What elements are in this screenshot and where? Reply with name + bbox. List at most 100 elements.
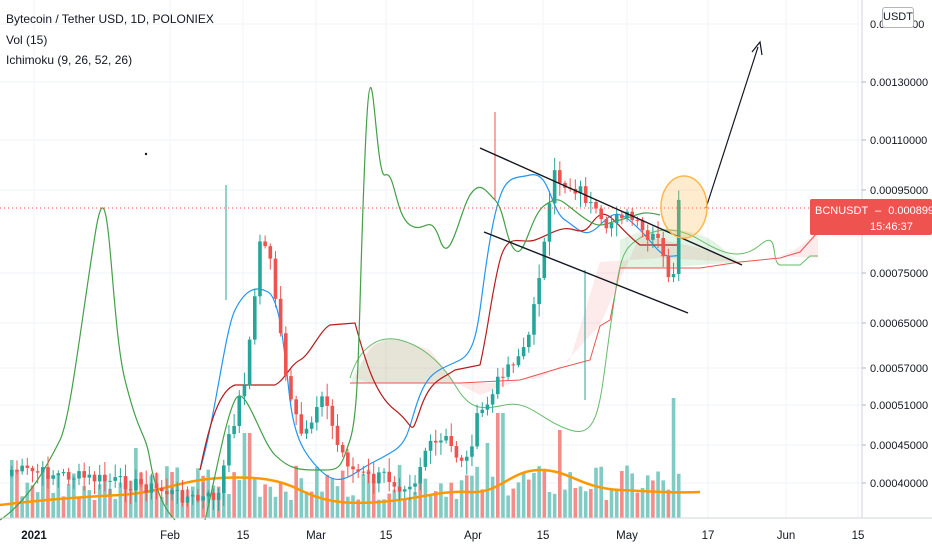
volume-bar (459, 480, 464, 518)
volume-bar (315, 466, 319, 518)
legend-ichimoku[interactable]: Ichimoku (9, 26, 52, 26) (6, 53, 133, 67)
candle-body (558, 170, 562, 183)
candle-body (651, 233, 655, 240)
volume-bar (521, 473, 526, 518)
candle-body (371, 473, 376, 484)
volume-bar (532, 473, 536, 518)
candle-body (320, 396, 324, 408)
candle-body (485, 404, 490, 410)
y-tick-label: 0.00045000 (870, 440, 928, 452)
volume-bar (299, 478, 304, 518)
volume-bar (527, 479, 531, 518)
candle-body (444, 436, 448, 441)
candle-body (284, 333, 288, 377)
volume-bar (268, 486, 273, 518)
volume-bar (609, 488, 614, 518)
volume-bar (309, 491, 314, 518)
candle-body (547, 203, 552, 242)
candle-body (335, 425, 340, 445)
volume-bar (614, 488, 619, 518)
volume-bar (284, 491, 288, 518)
candle-body (180, 489, 185, 503)
legend-symbol[interactable]: Bytecoin / Tether USD, 1D, POLONIEX (6, 12, 214, 26)
candle-body (428, 440, 433, 451)
candle-body (449, 436, 454, 447)
candle-body (459, 457, 464, 461)
volume-bar (20, 496, 24, 518)
y-tick-label: 0.00110000 (870, 135, 927, 147)
candle-body (232, 425, 236, 435)
volume-bar (490, 476, 495, 518)
x-tick-label: 15 (852, 530, 865, 542)
candle-body (527, 334, 531, 348)
y-tick-label: 0.00057000 (870, 363, 928, 375)
candle-body (175, 489, 180, 491)
candle-body (501, 376, 505, 378)
volume-bar (604, 499, 609, 518)
volume-bar (676, 473, 681, 518)
candle-body (521, 347, 526, 357)
volume-bar (651, 480, 655, 518)
candle-body (387, 471, 392, 483)
volume-bar (320, 491, 324, 518)
candle-body (201, 496, 205, 501)
candle-body (134, 479, 138, 491)
candle-body (589, 202, 593, 204)
candle-body (413, 483, 417, 487)
candle-body (82, 471, 86, 478)
candle-body (511, 364, 516, 366)
candle-body (666, 256, 671, 278)
candle-body (139, 479, 143, 485)
candle-body (185, 496, 190, 503)
volume-bar (325, 474, 329, 518)
candle-body (278, 298, 283, 334)
volume-bar (495, 413, 500, 518)
candle-body (144, 484, 149, 493)
candle-body (330, 405, 335, 426)
volume-bar (72, 473, 76, 518)
volume-bar (232, 472, 236, 518)
volume-bar (630, 473, 634, 518)
legend-volume[interactable]: Vol (15) (6, 32, 48, 47)
senkou-span-b (350, 231, 819, 384)
volume-bar (583, 491, 588, 518)
volume-bar (671, 398, 676, 518)
stray-dot (144, 152, 148, 156)
candle-body (480, 409, 485, 414)
candle-body (128, 489, 133, 491)
candle-body (242, 385, 247, 397)
volume-bar (366, 469, 371, 518)
candle-body (309, 422, 314, 429)
volume-bar (46, 475, 50, 518)
volume-bar (594, 467, 598, 518)
candle-body (433, 440, 438, 443)
x-tick-label: Jun (777, 530, 796, 542)
kumo-fill-bullish (352, 338, 455, 385)
candle-body (20, 465, 24, 472)
candle-body (206, 492, 211, 497)
volume-bar (439, 483, 443, 518)
volume-ma-line (0, 468, 701, 507)
volume-bar (511, 488, 516, 518)
drawings[interactable] (0, 40, 862, 314)
candle-body (113, 477, 117, 481)
candle-body (604, 219, 609, 229)
breakout-arrow-line (705, 46, 759, 209)
volume-bar (635, 492, 640, 518)
candle-body (614, 214, 619, 224)
candle-body (454, 446, 459, 458)
candle-body (299, 414, 304, 434)
volume-bar (589, 489, 593, 518)
candle-body (439, 440, 443, 443)
volume-bar (470, 475, 474, 518)
currency-unit-button[interactable]: USDT (882, 7, 914, 28)
y-tick-label: 0.00040000 (870, 478, 928, 490)
volume-bar (258, 496, 262, 518)
y-tick-label: 0.00051000 (870, 400, 928, 412)
channel-upper-line (479, 147, 743, 266)
volume-bar (506, 495, 510, 518)
volume-bar (563, 489, 567, 518)
candle-body (118, 476, 123, 478)
volume-bar (113, 498, 117, 518)
